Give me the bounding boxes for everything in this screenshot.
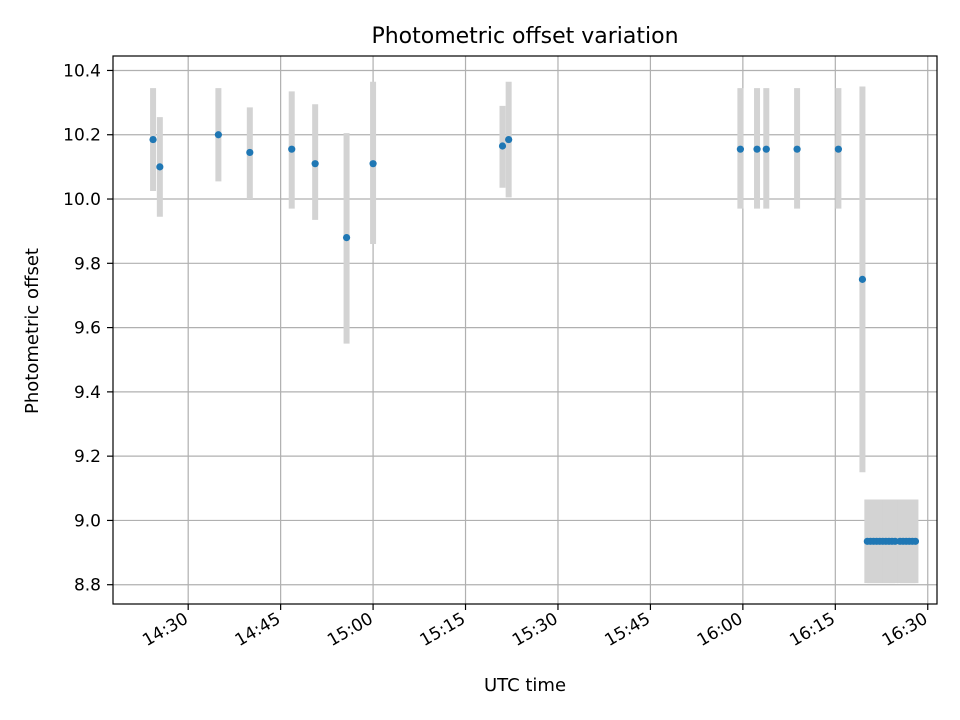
data-point [288,145,296,153]
data-point [891,537,899,545]
data-points [149,131,920,545]
grid [113,56,937,604]
y-tick-label: 9.4 [74,383,101,403]
y-tick-label: 9.8 [74,254,101,274]
data-point [858,275,867,283]
data-point [246,148,254,157]
y-tick-label: 9.0 [74,511,101,531]
data-point [834,145,842,153]
y-axis-ticks: 8.8 9.0 9.2 9.4 9.6 9.8 10.0 10.2 10.4 [63,61,113,596]
plot-area-frame [112,55,938,605]
data-point [911,537,920,545]
data-point [342,233,351,242]
data-point [214,131,222,139]
chart-title: Photometric offset variation [371,24,678,49]
y-tick-label: 10.2 [63,126,101,146]
y-axis-label: Photometric offset [22,248,43,414]
data-point [369,160,377,168]
y-tick-label: 9.2 [74,447,101,467]
data-point [156,163,164,171]
y-tick-label: 10.4 [63,61,101,81]
y-tick-label: 10.0 [63,190,101,210]
data-point [736,145,744,153]
y-tick-label: 8.8 [74,576,101,596]
data-point [793,145,801,153]
data-point [505,135,513,144]
data-point [762,145,770,153]
data-point [753,145,761,153]
y-tick-label: 9.6 [74,319,101,339]
data-point [311,160,319,168]
data-point [149,135,157,144]
x-axis-label: UTC time [484,675,566,696]
data-point [498,142,507,150]
